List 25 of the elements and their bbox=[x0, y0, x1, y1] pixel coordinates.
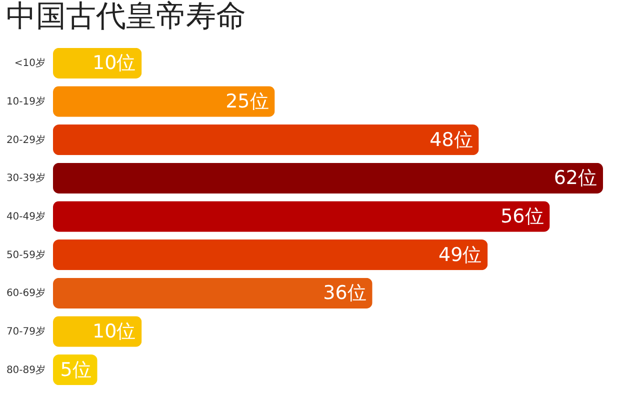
bar bbox=[53, 162, 603, 194]
bar bbox=[53, 86, 275, 117]
y-tick-label: 40-49岁 bbox=[6, 210, 46, 222]
data-label: 48位 bbox=[430, 128, 473, 151]
data-label: 49位 bbox=[438, 244, 482, 266]
y-tick-label: 50-59岁 bbox=[6, 248, 46, 261]
y-tick-label: 80-89岁 bbox=[6, 364, 46, 376]
data-label: 62位 bbox=[554, 167, 597, 190]
bar bbox=[53, 201, 550, 232]
chart-title: 中国古代皇帝寿命 bbox=[6, 0, 246, 34]
y-tick-label: 30-39岁 bbox=[6, 172, 46, 184]
data-label: 5位 bbox=[60, 358, 92, 381]
data-label: 25位 bbox=[226, 90, 269, 112]
data-label: 10位 bbox=[92, 52, 136, 74]
bar bbox=[53, 124, 479, 156]
y-tick-label: 10-19岁 bbox=[6, 96, 46, 108]
bar bbox=[53, 240, 488, 270]
y-tick-label: 70-79岁 bbox=[6, 326, 46, 338]
y-tick-label: <10岁 bbox=[14, 57, 46, 70]
y-tick-label: 60-69岁 bbox=[6, 287, 46, 300]
data-label: 10位 bbox=[92, 320, 136, 342]
data-label: 36位 bbox=[323, 282, 366, 304]
data-label: 56位 bbox=[500, 206, 544, 228]
bar bbox=[53, 278, 372, 308]
y-tick-label: 20-29岁 bbox=[6, 134, 46, 146]
